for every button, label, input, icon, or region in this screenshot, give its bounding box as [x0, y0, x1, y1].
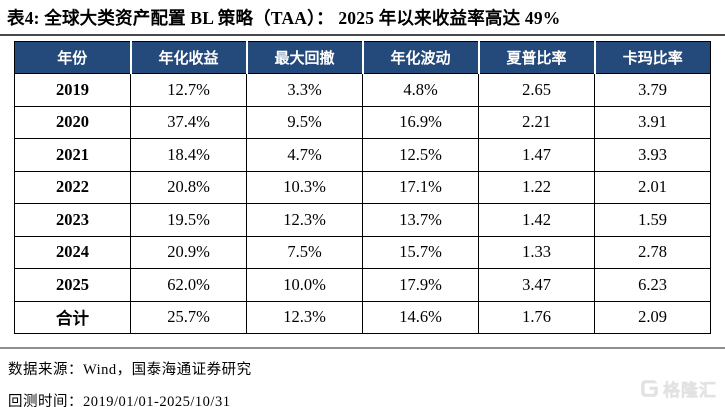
cell-value: 6.23	[594, 268, 711, 302]
cell-value: 12.3%	[246, 203, 363, 237]
cell-value: 25.7%	[130, 300, 247, 334]
row-label: 合计	[14, 300, 131, 334]
cell-value: 12.7%	[130, 73, 247, 107]
cell-value: 37.4%	[130, 105, 247, 139]
cell-value: 15.7%	[362, 235, 479, 269]
cell-value: 3.79	[594, 73, 711, 107]
cell-value: 2.65	[478, 73, 595, 107]
cell-value: 12.3%	[246, 300, 363, 334]
table-body: 2019 12.7% 3.3% 4.8% 2.65 3.79 2020 37.4% 9.5% 16…	[14, 73, 711, 334]
cell-value: 2.78	[594, 235, 711, 269]
row-label: 2021	[14, 138, 131, 172]
cell-value: 10.0%	[246, 268, 363, 302]
gelonghui-logo-icon	[639, 378, 660, 399]
column-header-1: 年份	[14, 41, 131, 74]
taa-performance-table: 年份 年化收益 最大回撤 年化波动 夏普比率 卡玛比率 2019 12.7% 3.3% 4.8%…	[14, 41, 711, 334]
column-header-2: 年化收益	[129, 41, 247, 74]
figure-title: 表4: 全球大类资产配置 BL 策略（TAA）： 2025 年以来收益率高达 4…	[7, 8, 561, 28]
cell-value: 4.7%	[246, 138, 363, 172]
footer-divider	[0, 347, 725, 349]
cell-value: 1.42	[478, 203, 595, 237]
cell-value: 17.1%	[362, 170, 479, 204]
column-header-3: 最大回撤	[245, 41, 363, 74]
table-row: 2022 20.8% 10.3% 17.1% 1.22 2.01	[14, 170, 711, 204]
cell-value: 17.9%	[362, 268, 479, 302]
row-label: 2025	[14, 268, 131, 302]
cell-value: 14.6%	[362, 300, 479, 334]
cell-value: 3.3%	[246, 73, 363, 107]
cell-value: 1.22	[478, 170, 595, 204]
row-label: 2023	[14, 203, 131, 237]
cell-value: 9.5%	[246, 105, 363, 139]
gelonghui-watermark-label: 格隆汇	[663, 381, 717, 400]
column-header-4: 年化波动	[361, 41, 479, 74]
cell-value: 1.76	[478, 300, 595, 334]
cell-value: 10.3%	[246, 170, 363, 204]
cell-value: 1.47	[478, 138, 595, 172]
row-label: 2019	[14, 73, 131, 107]
backtest-period-note: 回测时间：2019/01/01-2025/10/31	[8, 394, 231, 407]
column-header-6: 卡玛比率	[593, 41, 711, 74]
table-header-row: 年份 年化收益 最大回撤 年化波动 夏普比率 卡玛比率	[14, 41, 711, 74]
cell-value: 18.4%	[130, 138, 247, 172]
row-label: 2020	[14, 105, 131, 139]
cell-value: 2.01	[594, 170, 711, 204]
cell-value: 2.21	[478, 105, 595, 139]
table-row: 2020 37.4% 9.5% 16.9% 2.21 3.91	[14, 105, 711, 139]
cell-value: 20.8%	[130, 170, 247, 204]
column-header-5: 夏普比率	[477, 41, 595, 74]
cell-value: 1.59	[594, 203, 711, 237]
row-label: 2024	[14, 235, 131, 269]
cell-value: 3.93	[594, 138, 711, 172]
table-row: 2023 19.5% 12.3% 13.7% 1.42 1.59	[14, 203, 711, 237]
cell-value: 3.47	[478, 268, 595, 302]
cell-value: 12.5%	[362, 138, 479, 172]
title-divider	[0, 34, 725, 36]
gelonghui-watermark: 格隆汇	[639, 376, 717, 401]
cell-value: 20.9%	[130, 235, 247, 269]
table-row: 合计 25.7% 12.3% 14.6% 1.76 2.09	[14, 300, 711, 334]
cell-value: 4.8%	[362, 73, 479, 107]
data-source-note: 数据来源：Wind，国泰海通证券研究	[8, 362, 252, 378]
cell-value: 3.91	[594, 105, 711, 139]
cell-value: 1.33	[478, 235, 595, 269]
cell-value: 19.5%	[130, 203, 247, 237]
cell-value: 16.9%	[362, 105, 479, 139]
cell-value: 2.09	[594, 300, 711, 334]
table-row: 2021 18.4% 4.7% 12.5% 1.47 3.93	[14, 138, 711, 172]
table-header: 年份 年化收益 最大回撤 年化波动 夏普比率 卡玛比率	[14, 41, 711, 74]
table-row: 2019 12.7% 3.3% 4.8% 2.65 3.79	[14, 73, 711, 107]
table-row: 2025 62.0% 10.0% 17.9% 3.47 6.23	[14, 268, 711, 302]
cell-value: 13.7%	[362, 203, 479, 237]
table-row: 2024 20.9% 7.5% 15.7% 1.33 2.78	[14, 235, 711, 269]
cell-value: 62.0%	[130, 268, 247, 302]
cell-value: 7.5%	[246, 235, 363, 269]
row-label: 2022	[14, 170, 131, 204]
